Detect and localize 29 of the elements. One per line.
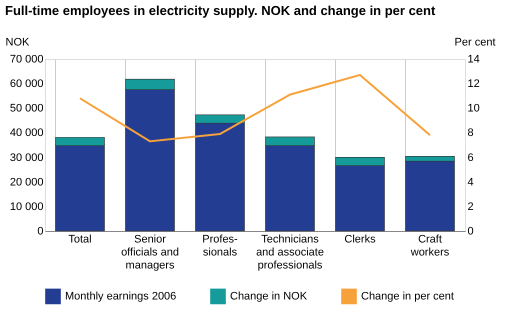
legend-label: Change in NOK: [230, 290, 308, 302]
chart-title: Full-time employees in electricity supply. NOK and change in per cent: [5, 3, 436, 18]
line-series: [79, 74, 431, 142]
y2-tick-label: 4: [468, 176, 474, 188]
y2-tick-label: 8: [468, 127, 474, 140]
legend-label: Monthly earnings 2006: [65, 290, 176, 302]
legend-label: Change in per cent: [361, 290, 454, 302]
x-tick-label: Senior officials and managers: [121, 234, 179, 272]
y2-tick-label: 6: [468, 152, 474, 164]
y2-tick-label: 14: [468, 54, 480, 66]
y-axis-title: NOK: [6, 36, 30, 48]
y2-axis-title: Per cent: [454, 36, 496, 48]
x-tick-label: Profes- sionals: [202, 234, 238, 258]
x-tick-label: Technicians and associate professionals: [256, 234, 324, 272]
y-tick-label: 10 000: [10, 200, 44, 213]
y-tick-label: 0: [37, 226, 44, 238]
y2-tick-label: 12: [468, 78, 480, 90]
y-tick-label: 70 000: [10, 54, 44, 66]
y-tick-label: 50 000: [10, 102, 44, 115]
x-tick-label: Clerks: [344, 234, 376, 246]
y-tick-label: 30 000: [10, 152, 44, 164]
y2-tick-label: 2: [468, 200, 474, 213]
x-tick-label: Total: [68, 234, 92, 246]
y2-tick-label: 0: [468, 226, 474, 238]
x-tick-label: Craft workers: [410, 234, 450, 258]
y2-tick-label: 10: [468, 102, 480, 115]
y-tick-label: 40 000: [10, 127, 44, 140]
y-tick-label: 20 000: [10, 176, 44, 188]
y-tick-label: 60 000: [10, 78, 44, 90]
